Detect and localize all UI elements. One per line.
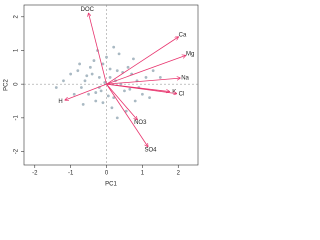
score-point xyxy=(105,55,108,59)
score-point xyxy=(124,109,128,113)
score-point xyxy=(85,74,89,78)
x-tick-label: 0 xyxy=(105,171,109,177)
score-point xyxy=(112,96,116,100)
score-point xyxy=(99,89,103,93)
x-tick-label: 2 xyxy=(177,171,181,177)
score-point xyxy=(144,76,148,79)
score-point xyxy=(132,57,135,61)
loading-label: NO3 xyxy=(134,120,147,126)
loading-label: Ca xyxy=(179,32,187,38)
score-point xyxy=(80,86,83,89)
score-point xyxy=(101,101,105,105)
score-point xyxy=(94,91,98,94)
score-point xyxy=(128,87,132,91)
x-axis-label: PC1 xyxy=(105,182,117,188)
loading-label: Na xyxy=(181,75,189,81)
score-point xyxy=(119,82,123,86)
y-tick-label: -1 xyxy=(14,115,20,121)
score-point xyxy=(106,94,110,98)
score-point xyxy=(76,69,80,73)
score-point xyxy=(117,52,121,56)
score-point xyxy=(158,76,162,79)
loading-label: Cl xyxy=(179,92,185,98)
score-point xyxy=(62,79,65,83)
plot-frame xyxy=(23,4,199,166)
loading-label: K xyxy=(172,90,176,96)
y-tick-label: 2 xyxy=(14,14,20,18)
score-point xyxy=(108,76,112,79)
score-point xyxy=(88,65,92,69)
y-tick-label: 0 xyxy=(14,82,20,86)
score-point xyxy=(54,86,58,89)
loading-arrow xyxy=(89,13,107,85)
loading-label: Mg xyxy=(186,52,194,58)
loading-arrow xyxy=(65,83,107,100)
loading-arrow xyxy=(106,78,181,85)
score-point xyxy=(94,99,98,103)
x-tick-label: -2 xyxy=(32,171,38,177)
y-tick-label: 1 xyxy=(14,48,20,52)
score-point xyxy=(72,92,76,96)
loading-arrow xyxy=(106,37,179,85)
score-point xyxy=(81,102,85,106)
loading-arrow xyxy=(106,83,148,146)
score-point xyxy=(83,79,87,83)
score-point xyxy=(90,72,94,76)
loading-arrow xyxy=(106,56,186,85)
score-point xyxy=(126,65,130,69)
score-point xyxy=(101,62,105,66)
loading-arrow xyxy=(106,83,177,93)
score-point xyxy=(140,92,144,96)
score-point xyxy=(103,81,107,84)
score-point xyxy=(87,92,90,96)
score-point xyxy=(148,96,151,100)
loading-label: H xyxy=(58,99,62,105)
chart: PC1 PC2 -2 -1 0 1 2 -2 -1 0 1 2 DOC Ca Mg Na K Cl H NO3 SO… xyxy=(4,4,199,188)
loading-label: DOC xyxy=(81,7,95,13)
score-point xyxy=(115,69,119,73)
score-point xyxy=(69,72,73,76)
y-tick-label: -2 xyxy=(14,148,20,154)
score-point xyxy=(123,89,126,93)
score-point xyxy=(97,76,101,79)
loading-label: SO4 xyxy=(145,147,158,153)
score-point xyxy=(115,116,119,120)
score-point xyxy=(151,69,155,73)
loading-arrow xyxy=(106,83,137,119)
x-tick-label: -1 xyxy=(68,171,74,177)
x-tick-label: 1 xyxy=(141,171,145,177)
score-point xyxy=(108,67,112,71)
score-point xyxy=(112,45,116,49)
score-point xyxy=(92,59,96,62)
score-point xyxy=(110,106,114,110)
y-axis-label: PC2 xyxy=(4,79,10,91)
score-point xyxy=(133,99,137,103)
score-point xyxy=(78,62,82,66)
